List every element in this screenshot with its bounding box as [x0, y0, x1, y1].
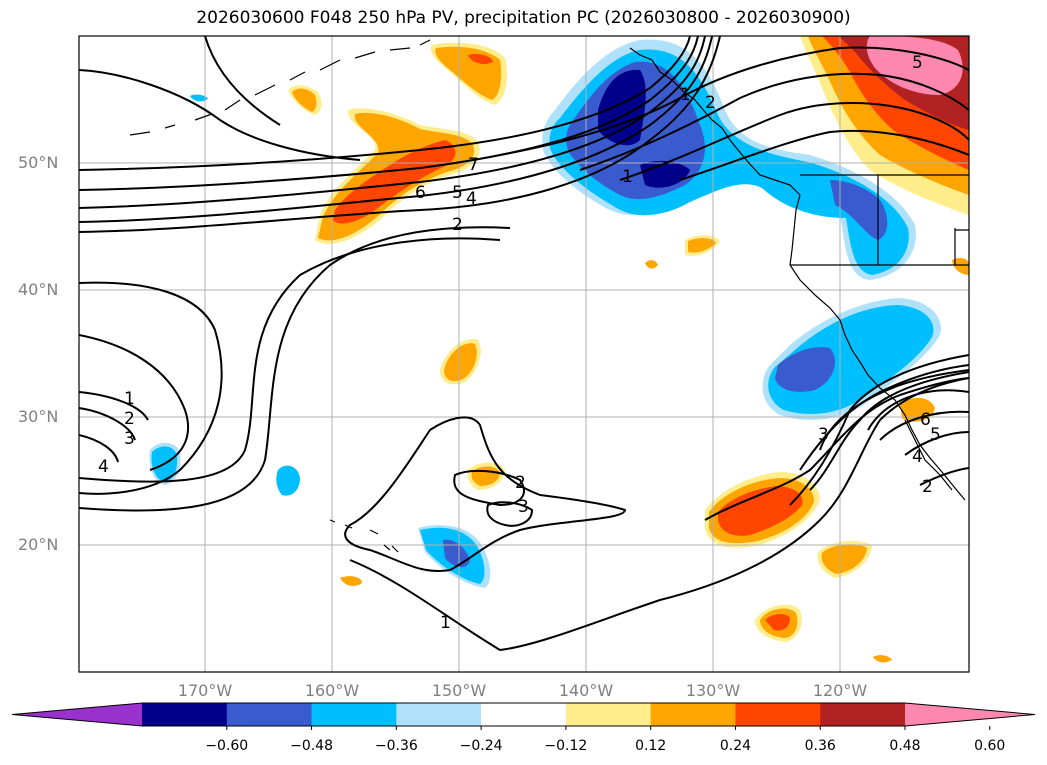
colorbar-swatch — [396, 703, 482, 726]
positive-anomaly-aleutian — [288, 42, 507, 244]
contour-label: 2 — [515, 473, 526, 493]
lat-label-20n: 20°N — [18, 535, 59, 554]
colorbar-tick-label: 0.24 — [719, 738, 752, 754]
colorbar-tick-label: −0.12 — [544, 738, 588, 754]
colorbar-swatch — [735, 703, 821, 726]
positive-anomaly-subtropics — [705, 472, 872, 642]
contour-labels: 1 2 4 5 6 7 1 2 3 4 1 2 3 1 2 3 2 4 5 6 … — [98, 53, 941, 633]
colorbar-swatch — [226, 703, 313, 726]
contour-label: 1 — [124, 389, 135, 409]
colorbar-tick-label: 0.36 — [804, 738, 836, 754]
lat-label-40n: 40°N — [18, 280, 59, 299]
lon-label-130w: 130°W — [685, 681, 741, 700]
colorbar-tick-label: −0.36 — [374, 738, 418, 754]
contour-label: 2 — [705, 93, 716, 113]
colorbar-swatch — [481, 703, 567, 726]
map-title: 2026030600 F048 250 hPa PV, precipitatio… — [196, 8, 851, 28]
contour-label: 1 — [622, 167, 633, 187]
colorbar-tick-label: 0.60 — [974, 738, 1006, 754]
colorbar-tick-label: −0.60 — [205, 738, 249, 754]
colorbar-swatch — [565, 703, 652, 726]
contour-label: 3 — [124, 429, 135, 449]
positive-anomaly-northeast — [800, 36, 969, 215]
map-frame — [78, 35, 970, 673]
colorbar-swatch — [820, 703, 906, 726]
contour-label: 2 — [124, 409, 135, 429]
contour-label: 3 — [818, 425, 829, 445]
contour-label: 6 — [920, 410, 931, 430]
contour-label: 5 — [912, 53, 923, 73]
colorbar-extend-high — [905, 703, 1035, 726]
lon-label-170w: 170°W — [177, 681, 233, 700]
negative-anomaly-california — [762, 298, 941, 420]
colorbar-outline — [11, 702, 1036, 727]
contour-label: 2 — [922, 477, 933, 497]
pv-contours — [79, 36, 969, 652]
colorbar-swatch — [650, 703, 736, 726]
contour-label: 3 — [518, 497, 529, 517]
colorbar-swatch — [142, 703, 228, 726]
colorbar-tick-label: 0.12 — [635, 738, 667, 754]
contour-label: 1 — [680, 85, 691, 105]
contour-label: 4 — [912, 447, 923, 467]
positive-anomaly-central — [340, 235, 969, 663]
contour-label: 4 — [466, 189, 477, 209]
coastlines — [129, 39, 969, 553]
colorbar-tick-label: 0.48 — [889, 738, 921, 754]
contour-label: 1 — [440, 613, 451, 633]
colorbar-extend-low — [12, 703, 142, 726]
contour-label: 5 — [452, 183, 463, 203]
colorbar-tick-label: −0.48 — [290, 738, 333, 754]
lon-label-150w: 150°W — [431, 681, 487, 700]
negative-anomaly-hawaii — [418, 525, 491, 588]
contour-label: 7 — [468, 155, 479, 175]
lon-label-120w: 120°W — [812, 681, 868, 700]
lon-label-160w: 160°W — [304, 681, 360, 700]
lon-label-140w: 140°W — [558, 681, 614, 700]
lat-label-30n: 30°N — [18, 407, 59, 426]
lat-label-50n: 50°N — [18, 153, 59, 172]
colorbar — [11, 702, 1036, 730]
contour-label: 6 — [415, 183, 426, 203]
colorbar-tick-label: −0.24 — [459, 738, 503, 754]
colorbar-swatch — [311, 703, 397, 726]
contour-label: 2 — [452, 215, 463, 235]
contour-label: 4 — [98, 457, 109, 477]
contour-label: 5 — [930, 425, 941, 445]
